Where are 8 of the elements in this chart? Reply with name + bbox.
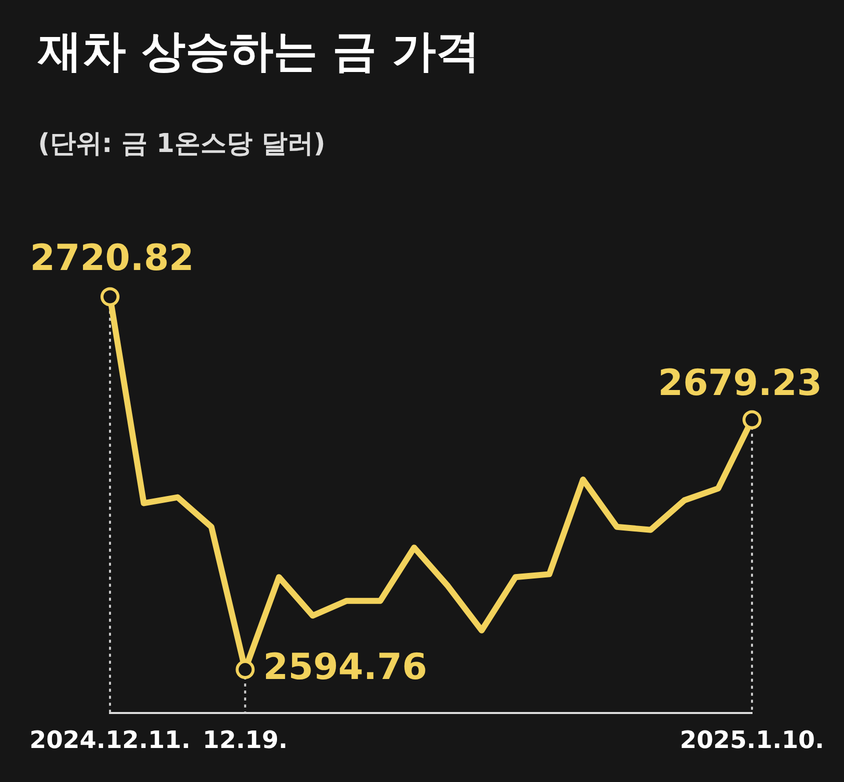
data-label: 2720.82 xyxy=(30,238,194,280)
data-label: 2679.23 xyxy=(658,363,822,404)
x-tick-label: 2024.12.11. xyxy=(30,726,190,754)
chart-subtitle: (단위: 금 1온스당 달러) xyxy=(38,128,326,161)
chart-title: 재차 상승하는 금 가격 xyxy=(38,25,480,79)
x-tick-label: 12.19. xyxy=(202,726,288,754)
data-label: 2594.76 xyxy=(263,646,428,688)
x-tick-label: 2025.1.10. xyxy=(680,726,824,754)
